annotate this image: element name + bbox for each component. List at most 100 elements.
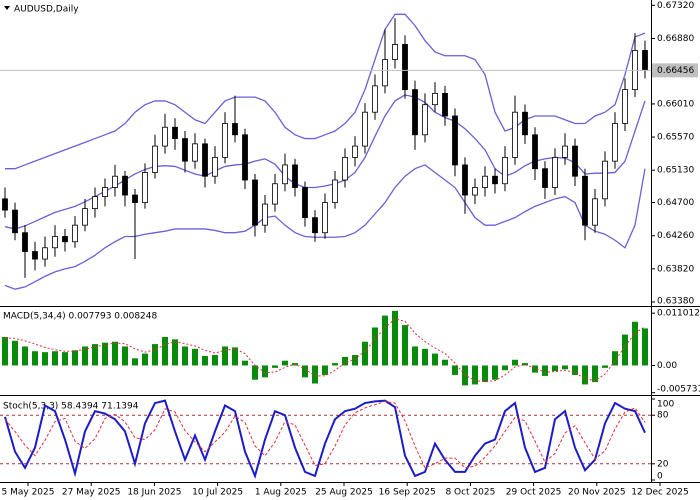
macd-bar	[632, 321, 638, 366]
candle-body	[392, 44, 398, 60]
candle-body	[282, 164, 288, 185]
x-tick-label: 12 Dec 2025	[631, 488, 689, 498]
candle-body	[32, 251, 38, 260]
candle-body	[252, 179, 258, 226]
candle-body	[272, 183, 278, 205]
candle-body	[72, 224, 78, 243]
macd-bar	[342, 356, 348, 366]
y-tick-label: 0.63820	[657, 264, 694, 274]
macd-bar	[322, 365, 328, 375]
x-tick-label: 25 Aug 2025	[315, 488, 373, 498]
candle-body	[292, 164, 298, 188]
candle-body	[642, 50, 648, 71]
chart-title: AUDUSD,Daily	[14, 5, 79, 15]
macd-bar	[452, 365, 458, 375]
macd-bar	[422, 348, 428, 366]
candle-body	[472, 187, 478, 196]
candle-body	[412, 89, 418, 136]
candle-body	[2, 198, 8, 211]
macd-bar	[312, 365, 318, 384]
candle-body	[22, 232, 28, 252]
macd-bar	[432, 353, 438, 366]
macd-bar	[412, 346, 418, 366]
macd-bar	[122, 346, 128, 366]
x-tick-label: 5 May 2025	[2, 488, 55, 498]
candle-body	[372, 85, 378, 113]
macd-bar	[152, 344, 158, 366]
candle-body	[132, 194, 138, 203]
candle-body	[442, 92, 448, 117]
candle-body	[492, 175, 498, 185]
candle-body	[102, 187, 108, 197]
dropdown-icon	[4, 6, 10, 10]
candle-body	[52, 236, 58, 249]
bollinger-band	[4, 94, 646, 230]
candle-body	[382, 59, 388, 87]
macd-bar	[22, 346, 28, 366]
y-tick-label: 0.011012	[657, 309, 700, 319]
macd-bar	[642, 328, 648, 366]
macd-bar	[382, 315, 388, 366]
x-tick-label: 16 Sep 2025	[379, 488, 436, 498]
y-tick-label: 20	[657, 459, 669, 469]
x-tick-label: 8 Oct 2025	[445, 488, 495, 498]
macd-bar	[482, 365, 488, 383]
macd-bar	[592, 365, 598, 383]
macd-bar	[222, 346, 228, 366]
candle-body	[212, 156, 218, 177]
candle-body	[462, 164, 468, 196]
candle-body	[432, 92, 438, 106]
y-tick-label: 0.66010	[657, 99, 694, 109]
candle-body	[332, 179, 338, 203]
y-tick-label: 0.00	[657, 361, 677, 371]
macd-bar	[62, 352, 68, 366]
macd-bar	[142, 353, 148, 366]
candle-body	[572, 145, 578, 177]
macd-bar	[252, 365, 258, 380]
candle-body	[542, 168, 548, 188]
macd-bar	[372, 327, 378, 366]
macd-bar	[172, 339, 178, 366]
candle-body	[612, 123, 618, 162]
candle-body	[532, 134, 538, 170]
candle-body	[192, 143, 198, 162]
stoch-title: Stoch(5,3,3) 58.4394 71.1394	[3, 402, 139, 412]
macd-bar	[602, 365, 608, 368]
y-tick-label: 0.63380	[657, 297, 694, 307]
macd-bar	[302, 365, 308, 378]
candle-body	[112, 175, 118, 188]
candle-body	[152, 145, 158, 173]
macd-signal	[4, 318, 646, 383]
macd-bar	[542, 365, 548, 376]
macd-bar	[282, 360, 288, 366]
macd-bar	[332, 363, 338, 366]
macd-bar	[272, 365, 278, 368]
candle-body	[552, 156, 558, 188]
macd-bar	[212, 355, 218, 366]
candle-body	[602, 160, 608, 200]
candle-body	[182, 138, 188, 162]
macd-bar	[92, 344, 98, 366]
candle-body	[82, 208, 88, 226]
current-price-box	[652, 63, 698, 78]
stoch-main	[4, 399, 646, 480]
macd-bar	[582, 365, 588, 385]
candle-body	[582, 175, 588, 226]
x-tick-label: 18 Jun 2025	[127, 488, 181, 498]
macd-bar	[102, 342, 108, 366]
candle-body	[512, 111, 518, 158]
candle-body	[232, 123, 238, 136]
macd-bar	[532, 365, 538, 373]
macd-bar	[12, 340, 18, 366]
y-tick-label: 80	[657, 411, 669, 421]
candle-body	[522, 111, 528, 136]
current-price-label: 0.66456	[657, 66, 694, 76]
macd-bar	[442, 359, 448, 366]
candle-body	[302, 187, 308, 219]
macd-bar	[492, 365, 498, 380]
y-tick-label: 100	[657, 400, 674, 410]
macd-bar	[502, 365, 508, 371]
macd-bar	[552, 365, 558, 372]
y-tick-label: 0.66880	[657, 34, 694, 44]
